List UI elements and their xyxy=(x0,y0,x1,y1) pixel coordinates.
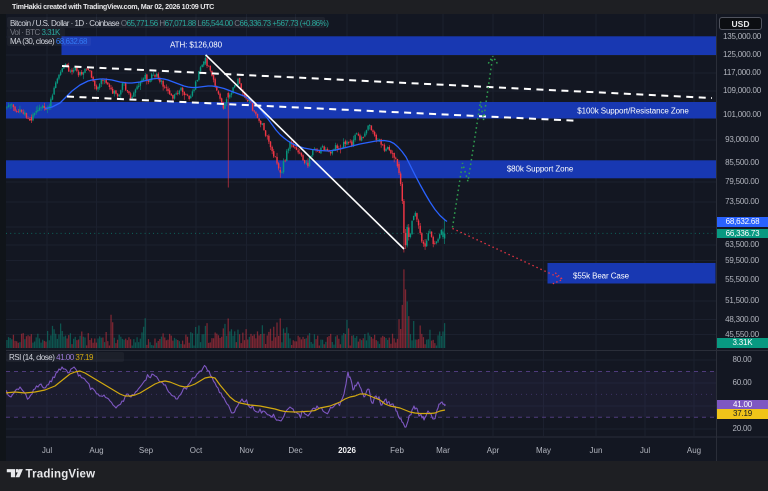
svg-text:TradingView: TradingView xyxy=(26,469,96,481)
